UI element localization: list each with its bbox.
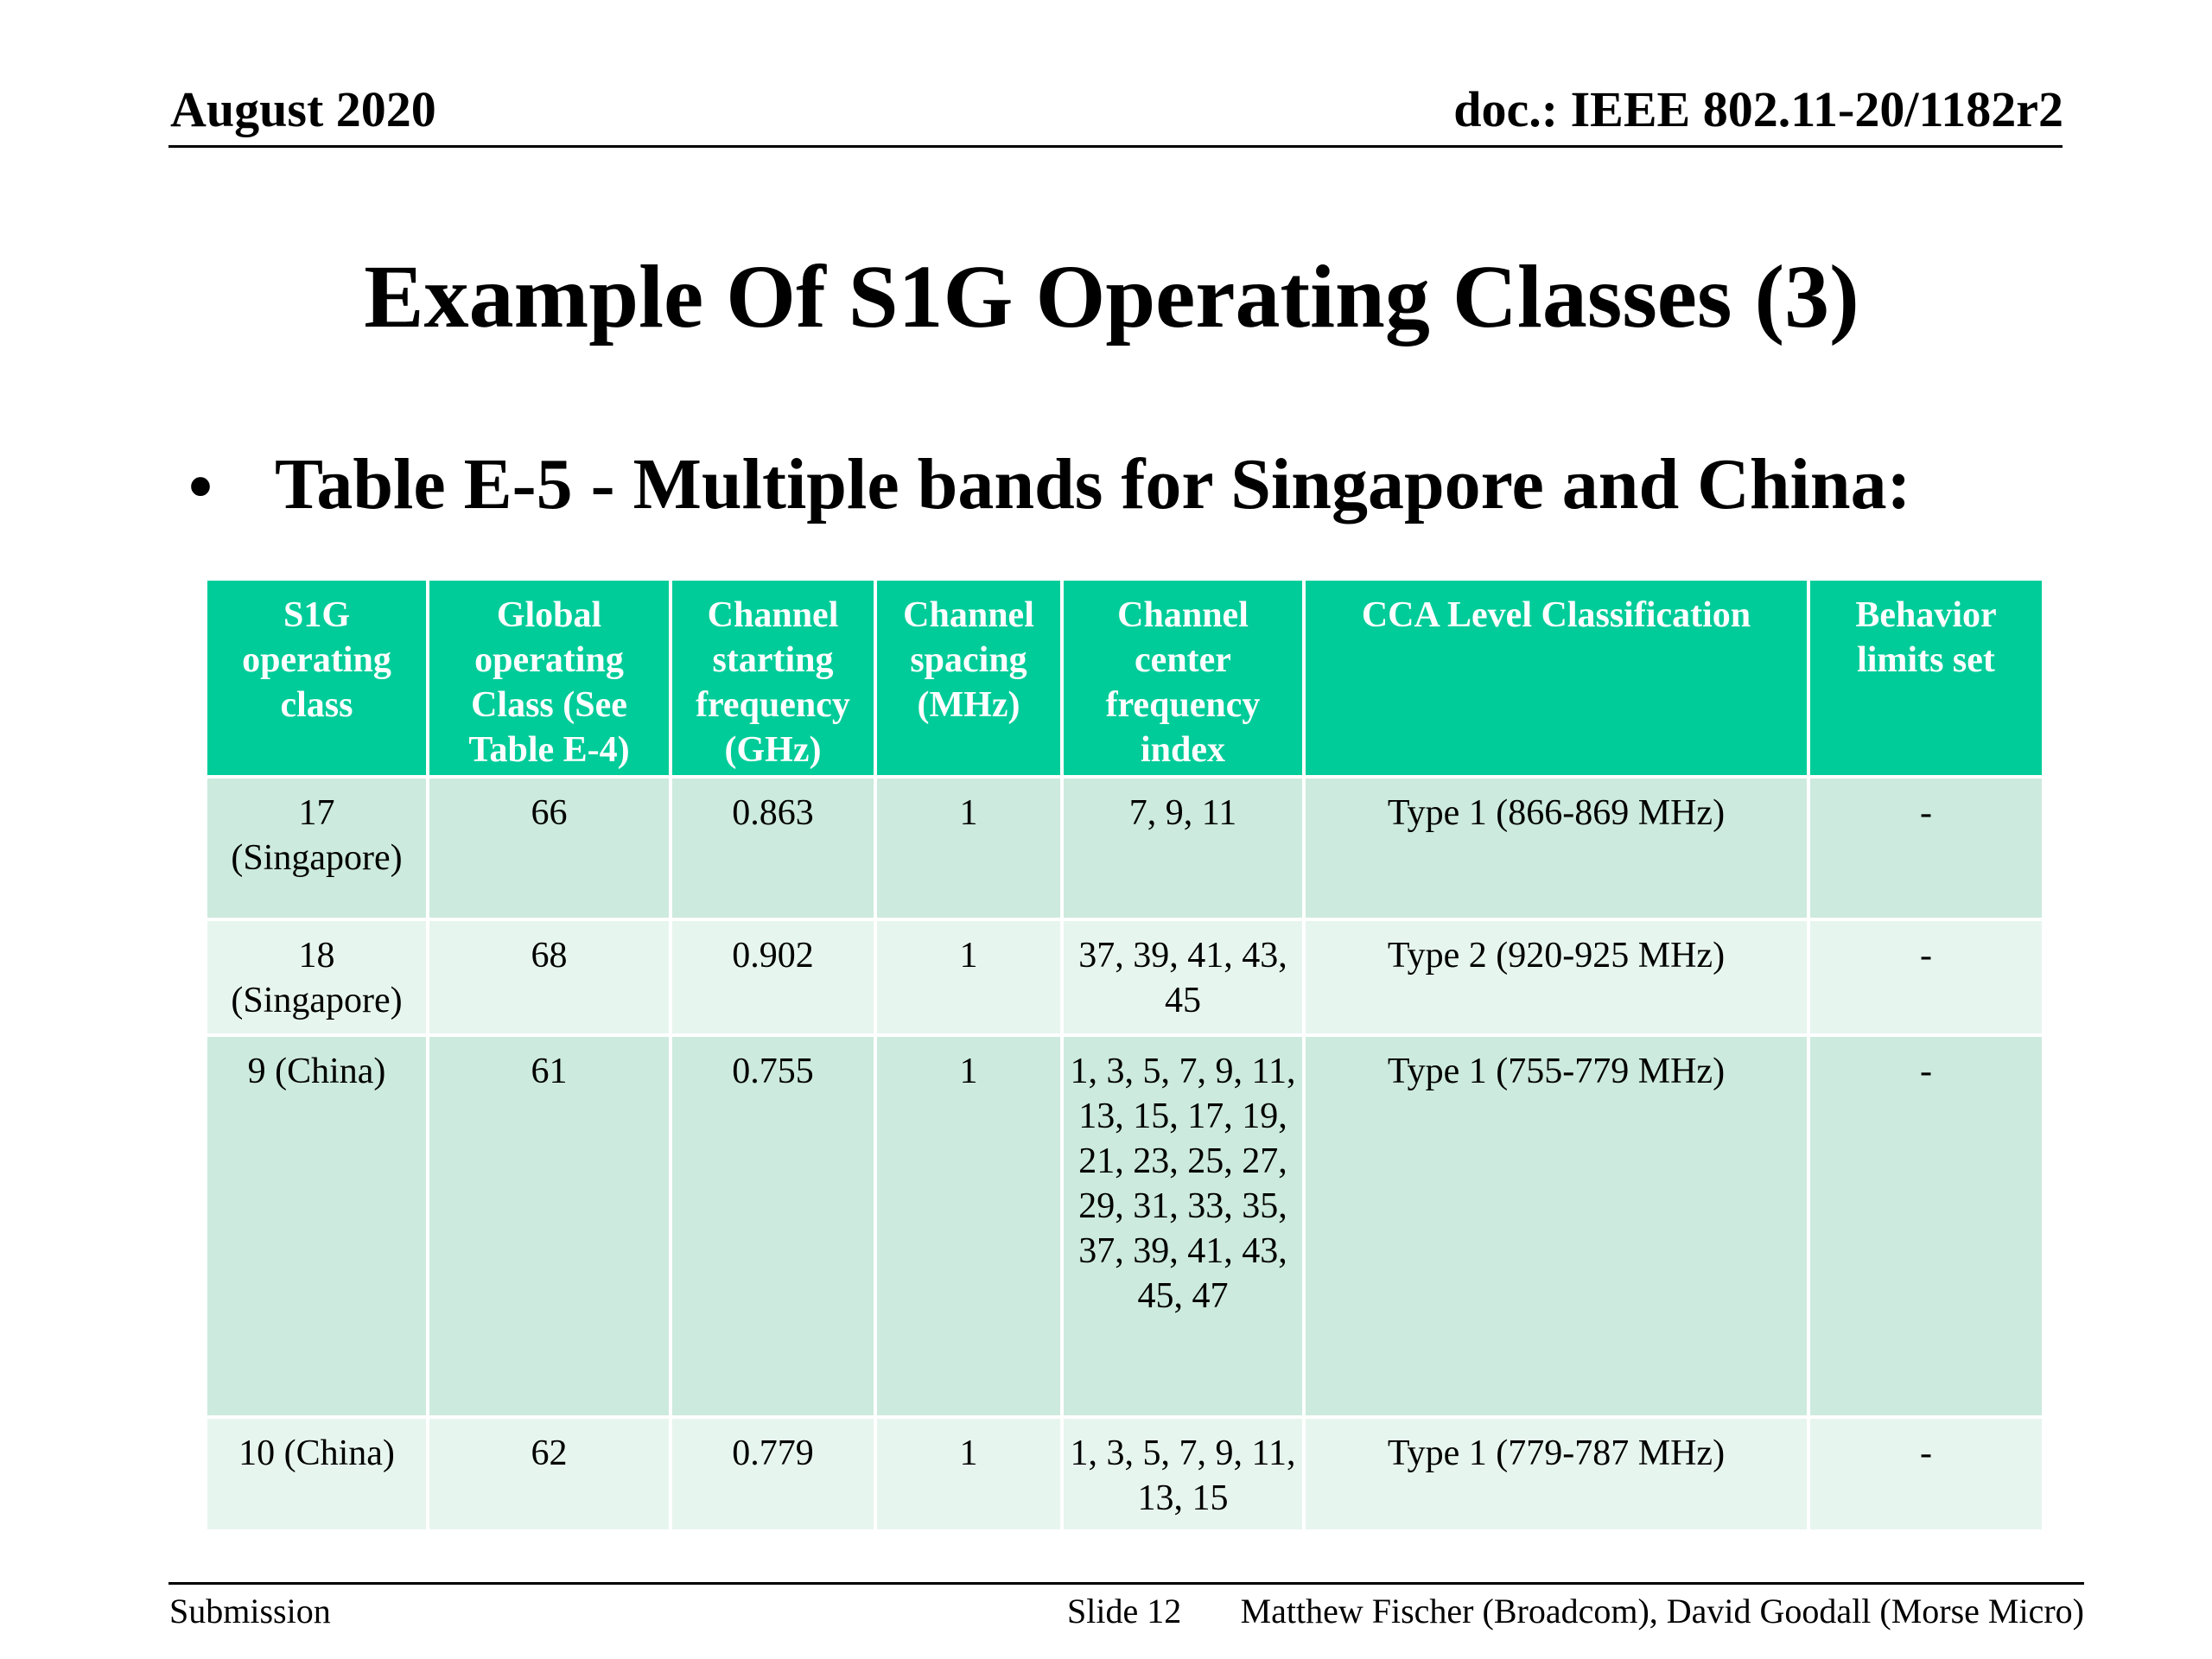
operating-classes-table: S1G operating class Global operating Cla…	[204, 577, 2045, 1533]
table-cell: 61	[426, 1033, 672, 1419]
table-cell: 1	[874, 775, 1064, 921]
column-header: Channel spacing (MHz)	[874, 577, 1064, 779]
table-row: 17 (Singapore) 66 0.863 1 7, 9, 11 Type …	[204, 775, 2045, 921]
table-cell: Type 2 (920-925 MHz)	[1302, 918, 1810, 1037]
table-cell: 17 (Singapore)	[204, 775, 429, 921]
table-cell: 10 (China)	[204, 1415, 429, 1533]
header-doc-id: doc.: IEEE 802.11-20/1182r2	[1453, 81, 2063, 137]
table-row: 9 (China) 61 0.755 1 1, 3, 5, 7, 9, 11, …	[204, 1033, 2045, 1419]
slide-title: Example Of S1G Operating Classes (3)	[364, 247, 1859, 346]
footer-divider	[168, 1582, 2084, 1585]
footer-slide-number: Slide 12	[1067, 1592, 1182, 1630]
column-header: Channel starting frequency (GHz)	[669, 577, 877, 779]
table-cell: 7, 9, 11	[1060, 775, 1306, 921]
table-cell: 62	[426, 1415, 672, 1533]
table-cell: 0.755	[669, 1033, 877, 1419]
table-cell: 9 (China)	[204, 1033, 429, 1419]
table-cell: 0.863	[669, 775, 877, 921]
table-cell: 0.902	[669, 918, 877, 1037]
table-cell: 1	[874, 918, 1064, 1037]
table-cell: -	[1807, 775, 2045, 921]
header-divider	[168, 145, 2063, 148]
bullet-text: Table E-5 - Multiple bands for Singapore…	[275, 444, 1911, 524]
table-cell: Type 1 (866-869 MHz)	[1302, 775, 1810, 921]
table-cell: 66	[426, 775, 672, 921]
footer-submission: Submission	[169, 1592, 331, 1630]
table-cell: 1, 3, 5, 7, 9, 11, 13, 15, 17, 19, 21, 2…	[1060, 1033, 1306, 1419]
column-header: Behavior limits set	[1807, 577, 2045, 779]
table-cell: 1, 3, 5, 7, 9, 11, 13, 15	[1060, 1415, 1306, 1533]
column-header: Channel center frequency index	[1060, 577, 1306, 779]
table-cell: -	[1807, 1415, 2045, 1533]
table-cell: -	[1807, 1033, 2045, 1419]
table-cell: 37, 39, 41, 43, 45	[1060, 918, 1306, 1037]
table-cell: Type 1 (755-779 MHz)	[1302, 1033, 1810, 1419]
column-header: CCA Level Classification	[1302, 577, 1810, 779]
table-row: 18 (Singapore) 68 0.902 1 37, 39, 41, 43…	[204, 918, 2045, 1037]
table-cell: -	[1807, 918, 2045, 1037]
table-cell: Type 1 (779-787 MHz)	[1302, 1415, 1810, 1533]
column-header: Global operating Class (See Table E-4)	[426, 577, 672, 779]
footer-authors: Matthew Fischer (Broadcom), David Goodal…	[1240, 1592, 2084, 1630]
table-row: 10 (China) 62 0.779 1 1, 3, 5, 7, 9, 11,…	[204, 1415, 2045, 1533]
table-header-row: S1G operating class Global operating Cla…	[204, 577, 2045, 779]
header-date: August 2020	[170, 81, 436, 137]
table-cell: 0.779	[669, 1415, 877, 1533]
table-cell: 1	[874, 1033, 1064, 1419]
column-header: S1G operating class	[204, 577, 429, 779]
bullet-marker: •	[188, 449, 213, 525]
table-cell: 18 (Singapore)	[204, 918, 429, 1037]
table-cell: 68	[426, 918, 672, 1037]
table-cell: 1	[874, 1415, 1064, 1533]
